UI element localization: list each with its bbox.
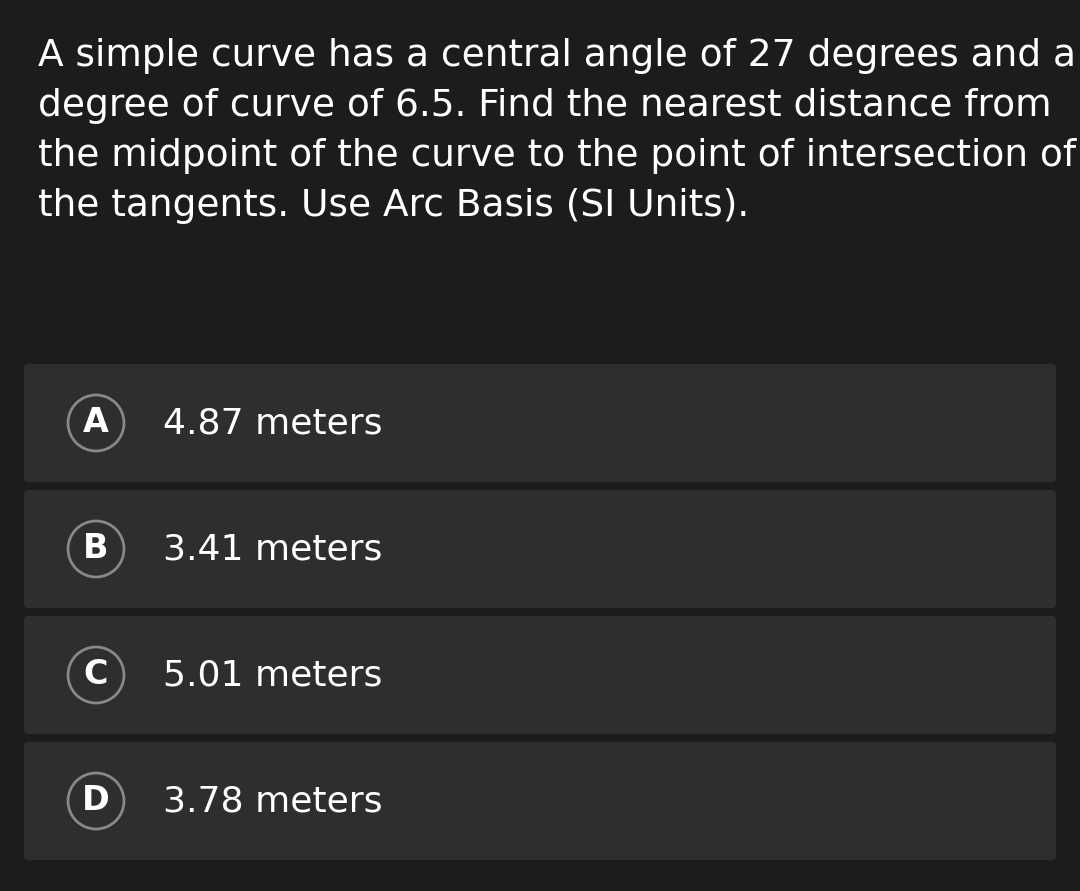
FancyBboxPatch shape	[24, 490, 1056, 608]
Text: B: B	[83, 533, 109, 566]
Text: 3.41 meters: 3.41 meters	[163, 532, 382, 566]
FancyBboxPatch shape	[24, 364, 1056, 482]
Circle shape	[68, 521, 124, 577]
Circle shape	[68, 647, 124, 703]
Text: C: C	[84, 658, 108, 691]
Text: 4.87 meters: 4.87 meters	[163, 406, 382, 440]
Text: D: D	[82, 784, 110, 818]
FancyBboxPatch shape	[24, 742, 1056, 860]
Circle shape	[68, 773, 124, 829]
Text: A simple curve has a central angle of 27 degrees and a
degree of curve of 6.5. F: A simple curve has a central angle of 27…	[38, 38, 1076, 224]
Text: A: A	[83, 406, 109, 439]
Text: 3.78 meters: 3.78 meters	[163, 784, 382, 818]
Text: 5.01 meters: 5.01 meters	[163, 658, 382, 692]
FancyBboxPatch shape	[24, 616, 1056, 734]
Circle shape	[68, 395, 124, 451]
